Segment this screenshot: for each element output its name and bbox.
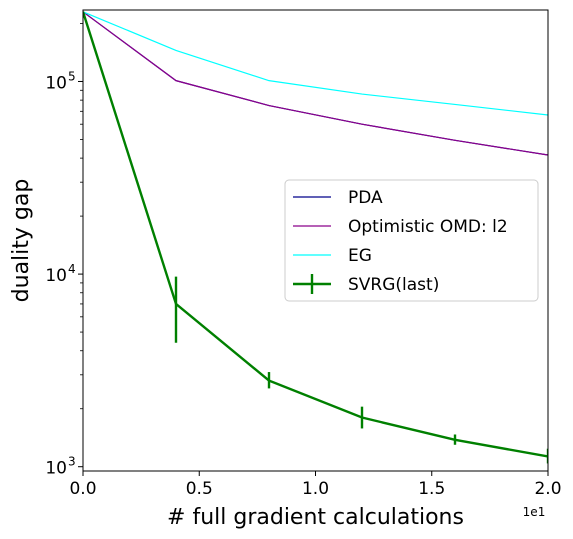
series-line-0 (83, 11, 548, 156)
x-axis-label: # full gradient calculations (167, 505, 464, 530)
legend-label: SVRG(last) (348, 275, 439, 295)
x-tick-label: 0.0 (69, 479, 96, 499)
series-line-1 (83, 11, 548, 156)
legend-box (284, 179, 539, 302)
x-tick-label: 0.5 (186, 479, 213, 499)
x-offset-label: 1e1 (523, 505, 546, 519)
y-tick-exponent: 4 (68, 262, 76, 276)
series-layer (83, 11, 548, 464)
legend-label: Optimistic OMD: l2 (348, 217, 508, 237)
x-tick-label: 2.0 (534, 479, 561, 499)
y-tick-exponent: 5 (68, 69, 76, 83)
series-line-2 (83, 11, 548, 116)
x-tick-label: 1.5 (418, 479, 445, 499)
y-axis-label: duality gap (9, 179, 34, 303)
legend-label: PDA (348, 188, 383, 208)
series-line-3 (83, 11, 548, 458)
y-tick-label: 10 (45, 73, 67, 93)
y-tick-label: 10 (45, 266, 67, 286)
legend: PDA Optimistic OMD: l2 EG SVRG(last) (284, 179, 539, 302)
legend-label: EG (348, 246, 372, 266)
y-tick-label: 10 (45, 459, 67, 479)
x-tick-label: 1.0 (302, 479, 329, 499)
y-tick-exponent: 3 (68, 455, 76, 469)
